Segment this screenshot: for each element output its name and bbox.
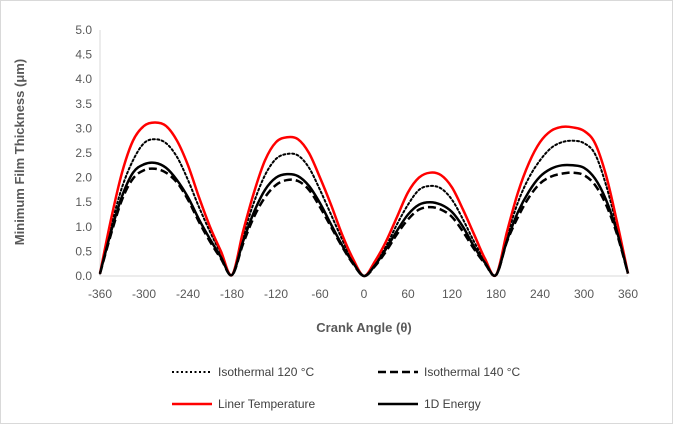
legend-label: 1D Energy [424, 397, 481, 411]
legend-label: Isothermal 120 °C [218, 365, 315, 379]
x-tick-label: -180 [220, 287, 244, 301]
y-tick-label: 2.5 [75, 146, 92, 160]
series-isothermal-120 [99, 138, 629, 277]
y-tick-label: 4.5 [75, 48, 92, 62]
legend-label: Liner Temperature [218, 397, 315, 411]
y-tick-label: 3.5 [75, 97, 92, 111]
x-tick-label: 120 [442, 287, 462, 301]
series-lines [98, 121, 630, 278]
series-liner-temperature [98, 121, 630, 278]
y-tick-label: 3.0 [75, 121, 92, 135]
y-axis-title: Minimum Film Thickness (μm) [12, 59, 27, 245]
y-tick-label: 1.5 [75, 195, 92, 209]
y-tick-label: 2.0 [75, 171, 92, 185]
x-tick-label: -120 [264, 287, 288, 301]
legend-item-liner-temperature: Liner Temperature [172, 397, 315, 411]
x-tick-label: 60 [401, 287, 415, 301]
axes [99, 30, 628, 277]
x-tick-label: -360 [88, 287, 112, 301]
legend-item-1d-energy: 1D Energy [378, 397, 481, 411]
x-tick-label: -300 [132, 287, 156, 301]
series-1d-energy [98, 161, 630, 278]
x-tick-label: 300 [574, 287, 594, 301]
legend-label: Isothermal 140 °C [424, 365, 521, 379]
y-tick-label: 5.0 [75, 23, 92, 37]
y-tick-label: 4.0 [75, 72, 92, 86]
y-tick-labels: 0.0 0.5 1.0 1.5 2.0 2.5 3.0 3.5 4.0 4.5 5.0 [75, 23, 92, 283]
y-tick-label: 1.0 [75, 220, 92, 234]
x-tick-label: -60 [311, 287, 329, 301]
y-tick-label: 0.5 [75, 244, 92, 258]
x-tick-label: 240 [530, 287, 550, 301]
x-tick-label: -240 [176, 287, 200, 301]
legend-item-isothermal-140: Isothermal 140 °C [378, 365, 521, 379]
x-tick-label: 0 [361, 287, 368, 301]
x-tick-labels: -360 -300 -240 -180 -120 -60 0 60 120 180 240 300 36… [88, 287, 638, 301]
x-tick-label: 360 [618, 287, 638, 301]
legend-item-isothermal-120: Isothermal 120 °C [172, 365, 315, 379]
legend: Isothermal 120 °C Isothermal 140 °C Liner … [172, 365, 521, 411]
x-tick-label: 180 [486, 287, 506, 301]
y-tick-label: 0.0 [75, 269, 92, 283]
x-axis-title: Crank Angle (θ) [316, 320, 411, 335]
